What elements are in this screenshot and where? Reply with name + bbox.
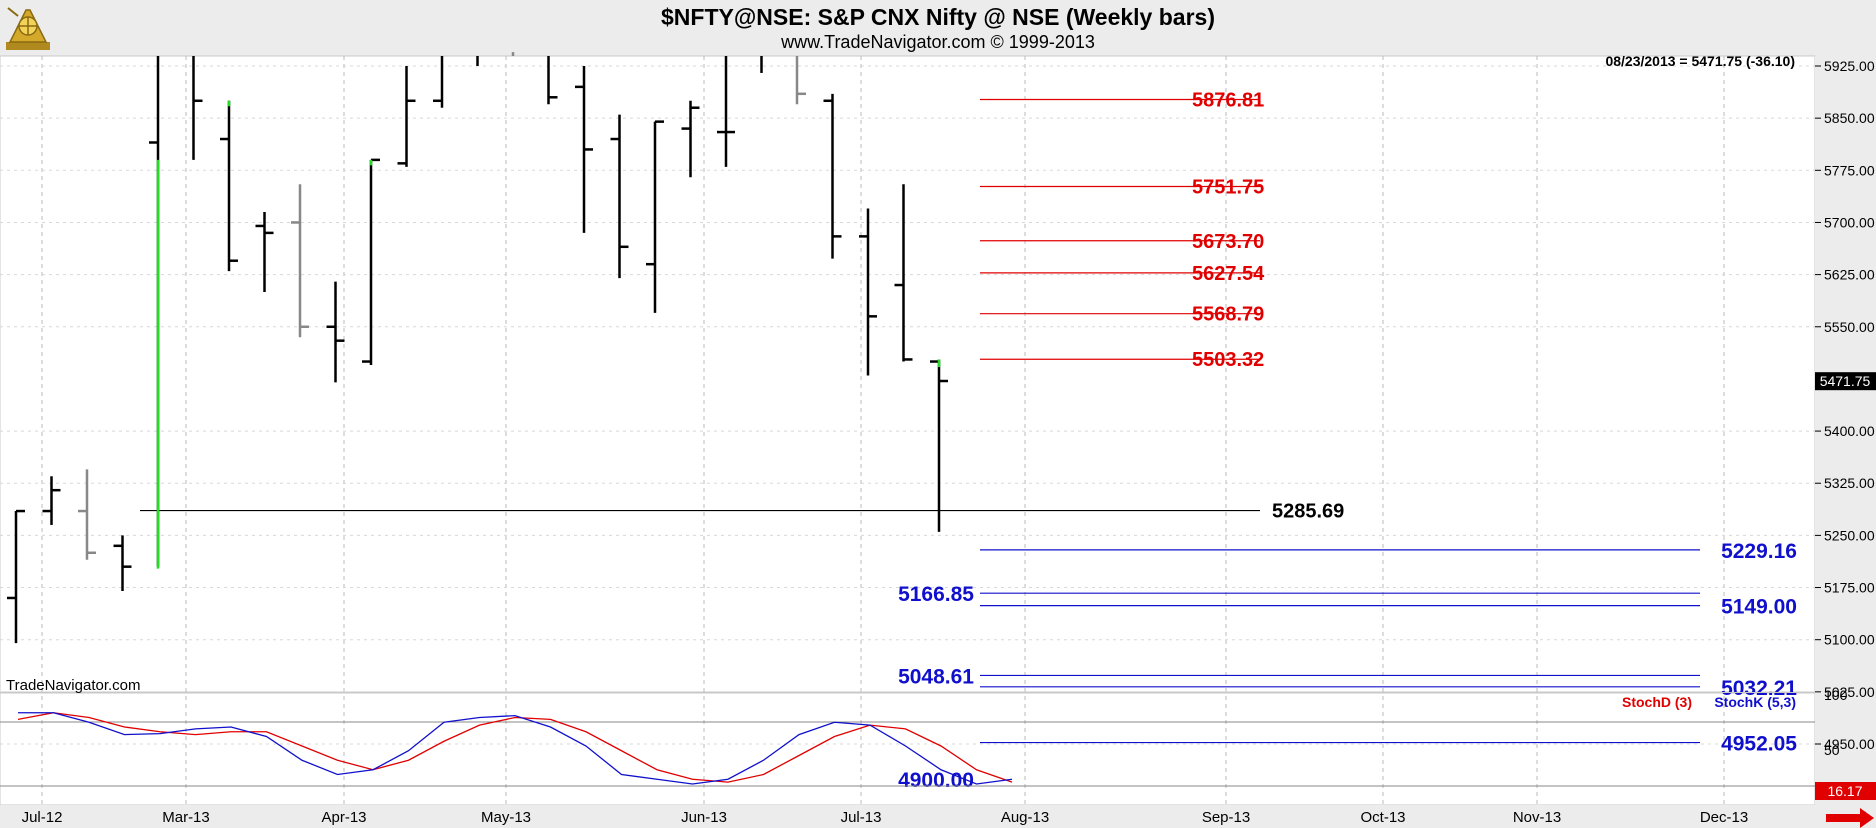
red-level-label: 5627.54 bbox=[1192, 263, 1265, 285]
red-level-label: 5503.32 bbox=[1192, 349, 1264, 371]
chart-header bbox=[0, 0, 1876, 56]
blue-level-label-left: 5048.61 bbox=[898, 665, 974, 688]
price-tick-label: 5925.00 bbox=[1824, 58, 1875, 74]
grid-layer bbox=[0, 55, 1876, 828]
stochk-line bbox=[18, 712, 1013, 785]
level-lines-layer: 5876.81 5751.75 5673.70 5627.54 5568.79 5503.… bbox=[0, 90, 1815, 792]
red-level-label: 5876.81 bbox=[1192, 90, 1264, 112]
stochk-legend: StochK (5,3) bbox=[1714, 694, 1796, 710]
last-price-label: 5471.75 bbox=[1820, 373, 1871, 389]
time-tick-label: Jul-13 bbox=[841, 809, 882, 826]
time-tick-label: May-13 bbox=[481, 809, 531, 826]
stoch-tick-label: 50 bbox=[1824, 742, 1840, 758]
price-axis-panel bbox=[1815, 56, 1876, 805]
stoch-last-label: 16.17 bbox=[1827, 783, 1862, 799]
last-price-marker bbox=[1815, 372, 1876, 391]
blue-level-label-left: 4900.00 bbox=[898, 769, 974, 792]
time-tick-label: Apr-13 bbox=[321, 809, 366, 826]
red-level-label: 5673.70 bbox=[1192, 231, 1264, 253]
stochastic-layer bbox=[0, 712, 1815, 787]
blue-level-label: 5032.21 bbox=[1721, 677, 1797, 700]
stochd-legend: StochD (3) bbox=[1622, 694, 1692, 710]
price-tick-label: 5700.00 bbox=[1824, 214, 1875, 230]
blue-level-label: 5149.00 bbox=[1721, 596, 1797, 619]
last-quote-label: 08/23/2013 = 5471.75 (-36.10) bbox=[1605, 53, 1795, 69]
price-tick-label: 5025.00 bbox=[1824, 684, 1875, 700]
price-tick-label: 5250.00 bbox=[1824, 527, 1875, 543]
time-tick-label: Jul-12 bbox=[22, 809, 63, 826]
stoch-tick-label: 100 bbox=[1824, 687, 1848, 703]
time-tick-label: Sep-13 bbox=[1202, 809, 1250, 826]
chart-title: $NFTY@NSE: S&P CNX Nifty @ NSE (Weekly b… bbox=[661, 4, 1215, 30]
axes-layer: Jul-12 Mar-13 Apr-13 May-13 Jun-13 Jul-13 Aug-… bbox=[22, 58, 1876, 828]
price-tick-label: 4950.00 bbox=[1824, 736, 1875, 752]
price-tick-label: 5625.00 bbox=[1824, 267, 1875, 283]
price-tick-label: 5175.00 bbox=[1824, 580, 1875, 596]
price-tick-label: 5550.00 bbox=[1824, 319, 1875, 335]
time-tick-label: Nov-13 bbox=[1513, 809, 1561, 826]
price-tick-label: 5325.00 bbox=[1824, 475, 1875, 491]
blue-level-label: 4952.05 bbox=[1721, 733, 1797, 756]
time-tick-label: Aug-13 bbox=[1001, 809, 1049, 826]
price-bars-layer bbox=[7, 52, 948, 644]
price-tick-label: 5100.00 bbox=[1824, 632, 1875, 648]
chart-subtitle: www.TradeNavigator.com © 1999-2013 bbox=[781, 32, 1095, 52]
scroll-right-arrow-icon bbox=[1826, 808, 1874, 828]
price-plot-bottom-edge bbox=[0, 692, 1815, 693]
time-tick-label: Mar-13 bbox=[162, 809, 210, 826]
red-level-label: 5751.75 bbox=[1192, 176, 1264, 198]
blue-level-label: 5229.16 bbox=[1721, 540, 1797, 563]
black-level-label: 5285.69 bbox=[1272, 501, 1344, 523]
price-tick-label: 5400.00 bbox=[1824, 423, 1875, 439]
watermark-text: TradeNavigator.com bbox=[6, 677, 141, 694]
time-tick-label: Jun-13 bbox=[681, 809, 727, 826]
price-tick-label: 5850.00 bbox=[1824, 110, 1875, 126]
price-plot-frame bbox=[0, 55, 1816, 693]
stoch-last-marker bbox=[1815, 782, 1876, 800]
time-tick-label: Oct-13 bbox=[1360, 809, 1405, 826]
trade-navigator-logo-icon bbox=[6, 7, 50, 50]
stochd-line bbox=[17, 712, 1013, 783]
blue-level-label-left: 5166.85 bbox=[898, 583, 974, 606]
time-tick-label: Dec-13 bbox=[1700, 809, 1748, 826]
time-axis-panel bbox=[0, 805, 1876, 828]
red-level-label: 5568.79 bbox=[1192, 304, 1264, 326]
price-tick-label: 5775.00 bbox=[1824, 162, 1875, 178]
